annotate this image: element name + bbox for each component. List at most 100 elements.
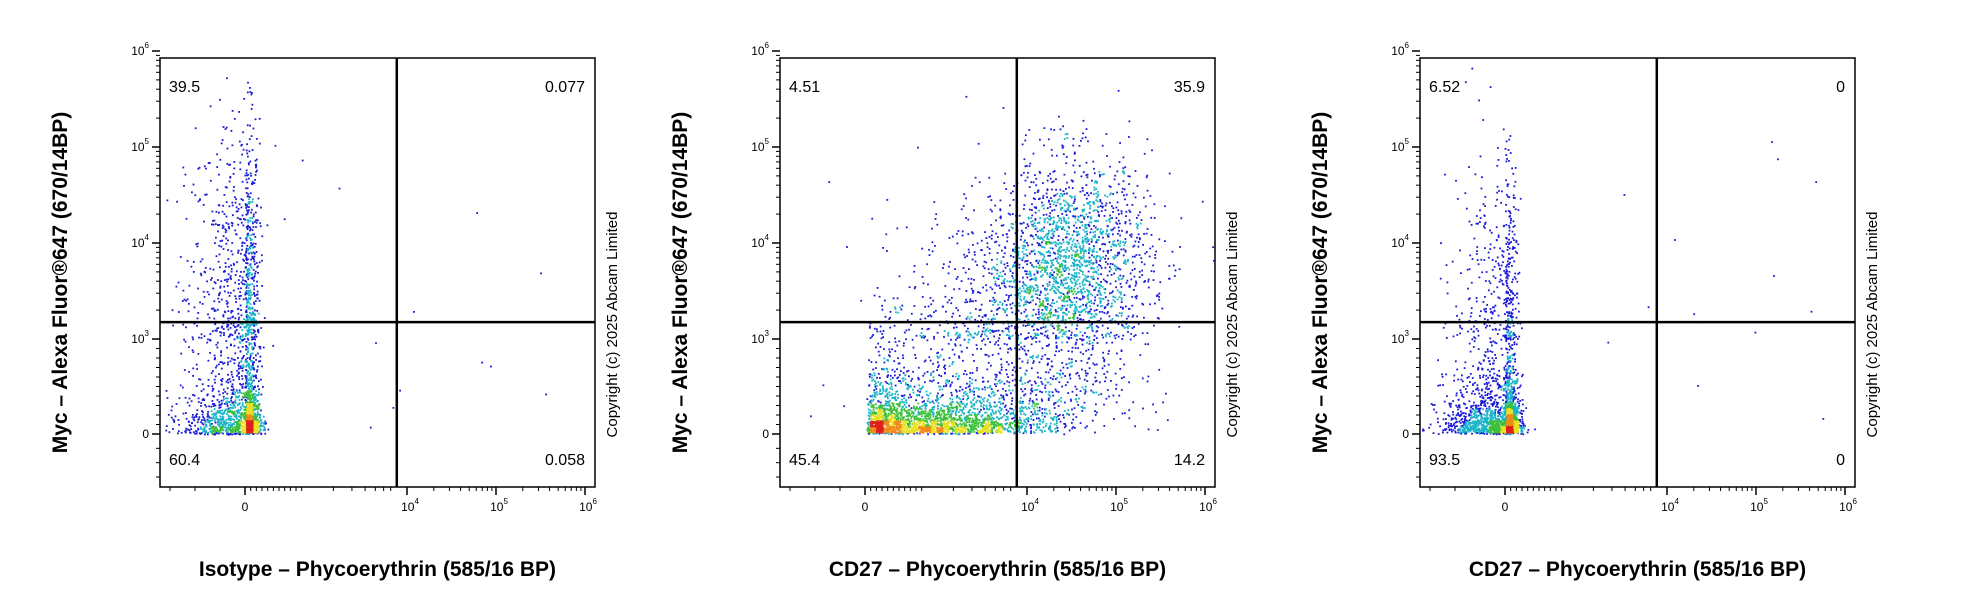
event-dot (252, 182, 255, 185)
event-dot (246, 209, 248, 212)
event-dot (1122, 167, 1125, 170)
event-dot (887, 359, 890, 362)
event-dot (375, 342, 377, 345)
event-dot (254, 242, 257, 245)
event-dot (966, 382, 968, 385)
event-dot (964, 271, 967, 274)
event-dot (1128, 417, 1131, 420)
event-dot (259, 414, 262, 417)
event-dot (1064, 426, 1066, 429)
event-dot (921, 247, 924, 250)
event-dot (1112, 290, 1114, 293)
event-dot (206, 291, 209, 293)
event-dot (246, 276, 249, 278)
event-dot (242, 365, 245, 368)
event-dot (1031, 278, 1033, 280)
event-dot (1034, 253, 1036, 255)
event-dot (969, 390, 972, 393)
event-dot (227, 381, 230, 384)
event-dot (258, 117, 261, 120)
event-dot (1051, 305, 1053, 308)
event-dot (225, 229, 228, 232)
event-dot (1056, 199, 1059, 201)
event-dot (1106, 234, 1109, 237)
event-dot (1009, 303, 1012, 306)
event-dot (1111, 263, 1114, 266)
event-dot (1155, 295, 1158, 297)
plot-frame (779, 57, 1216, 488)
event-dot (233, 338, 236, 341)
event-dot (249, 263, 252, 266)
event-dot (225, 380, 228, 383)
event-dot (972, 300, 974, 303)
event-dot (947, 272, 950, 275)
event-dot (1037, 311, 1040, 313)
event-dot (872, 334, 875, 336)
event-dot (1115, 206, 1118, 209)
event-dot (1099, 175, 1101, 178)
event-dot (250, 294, 252, 297)
event-dot (218, 393, 221, 396)
event-dot (222, 314, 225, 316)
event-dot (1138, 270, 1141, 273)
event-dot (232, 401, 235, 404)
event-dot (248, 432, 251, 435)
event-dot (1041, 421, 1044, 424)
event-dot (202, 430, 205, 433)
event-dot (1122, 334, 1125, 337)
event-dot (222, 416, 225, 419)
event-dot (1136, 225, 1139, 228)
event-dot (256, 205, 259, 208)
event-dot (1042, 182, 1044, 184)
event-dot (232, 430, 234, 433)
event-dot (210, 372, 213, 374)
event-dot (1078, 298, 1081, 300)
event-dot (234, 281, 237, 284)
event-dot (247, 219, 250, 222)
event-dot (1079, 226, 1081, 229)
event-dot (1045, 192, 1048, 195)
event-dot (226, 162, 229, 165)
event-dot (256, 431, 259, 434)
event-dot (241, 323, 244, 326)
event-dot (214, 412, 217, 415)
event-dot (247, 225, 250, 228)
event-dot (1074, 198, 1076, 201)
event-dot (1081, 264, 1084, 266)
event-dot (231, 385, 234, 388)
event-dot (1100, 210, 1103, 212)
event-dot (866, 398, 869, 400)
event-dot (898, 275, 901, 278)
event-dot (959, 344, 962, 347)
event-dot (988, 252, 991, 255)
event-dots (810, 89, 1215, 436)
event-dot (1047, 175, 1050, 177)
event-dot (923, 400, 925, 403)
event-dot (1038, 259, 1041, 262)
event-dot (881, 368, 883, 370)
event-dot (1082, 338, 1085, 341)
event-dot (226, 379, 229, 381)
event-dot (1052, 299, 1054, 302)
event-dot (1026, 324, 1029, 326)
event-dot (1041, 408, 1044, 410)
event-dot (191, 336, 194, 339)
event-dot (1124, 240, 1127, 243)
event-dot (994, 373, 997, 376)
event-dot (1162, 401, 1164, 404)
event-dot (1081, 210, 1084, 213)
event-dot (896, 344, 899, 347)
event-dot (238, 420, 240, 422)
event-dot (1030, 432, 1032, 434)
event-dot (1130, 333, 1133, 335)
event-dot (245, 178, 248, 181)
event-dot (1090, 221, 1093, 224)
event-dot (243, 218, 245, 220)
event-dot (891, 392, 894, 395)
event-dot (1057, 235, 1060, 237)
event-dot (1029, 162, 1032, 165)
event-dot (1126, 230, 1128, 233)
event-dot (947, 342, 950, 345)
event-dot (245, 248, 248, 250)
event-dot (184, 396, 187, 399)
